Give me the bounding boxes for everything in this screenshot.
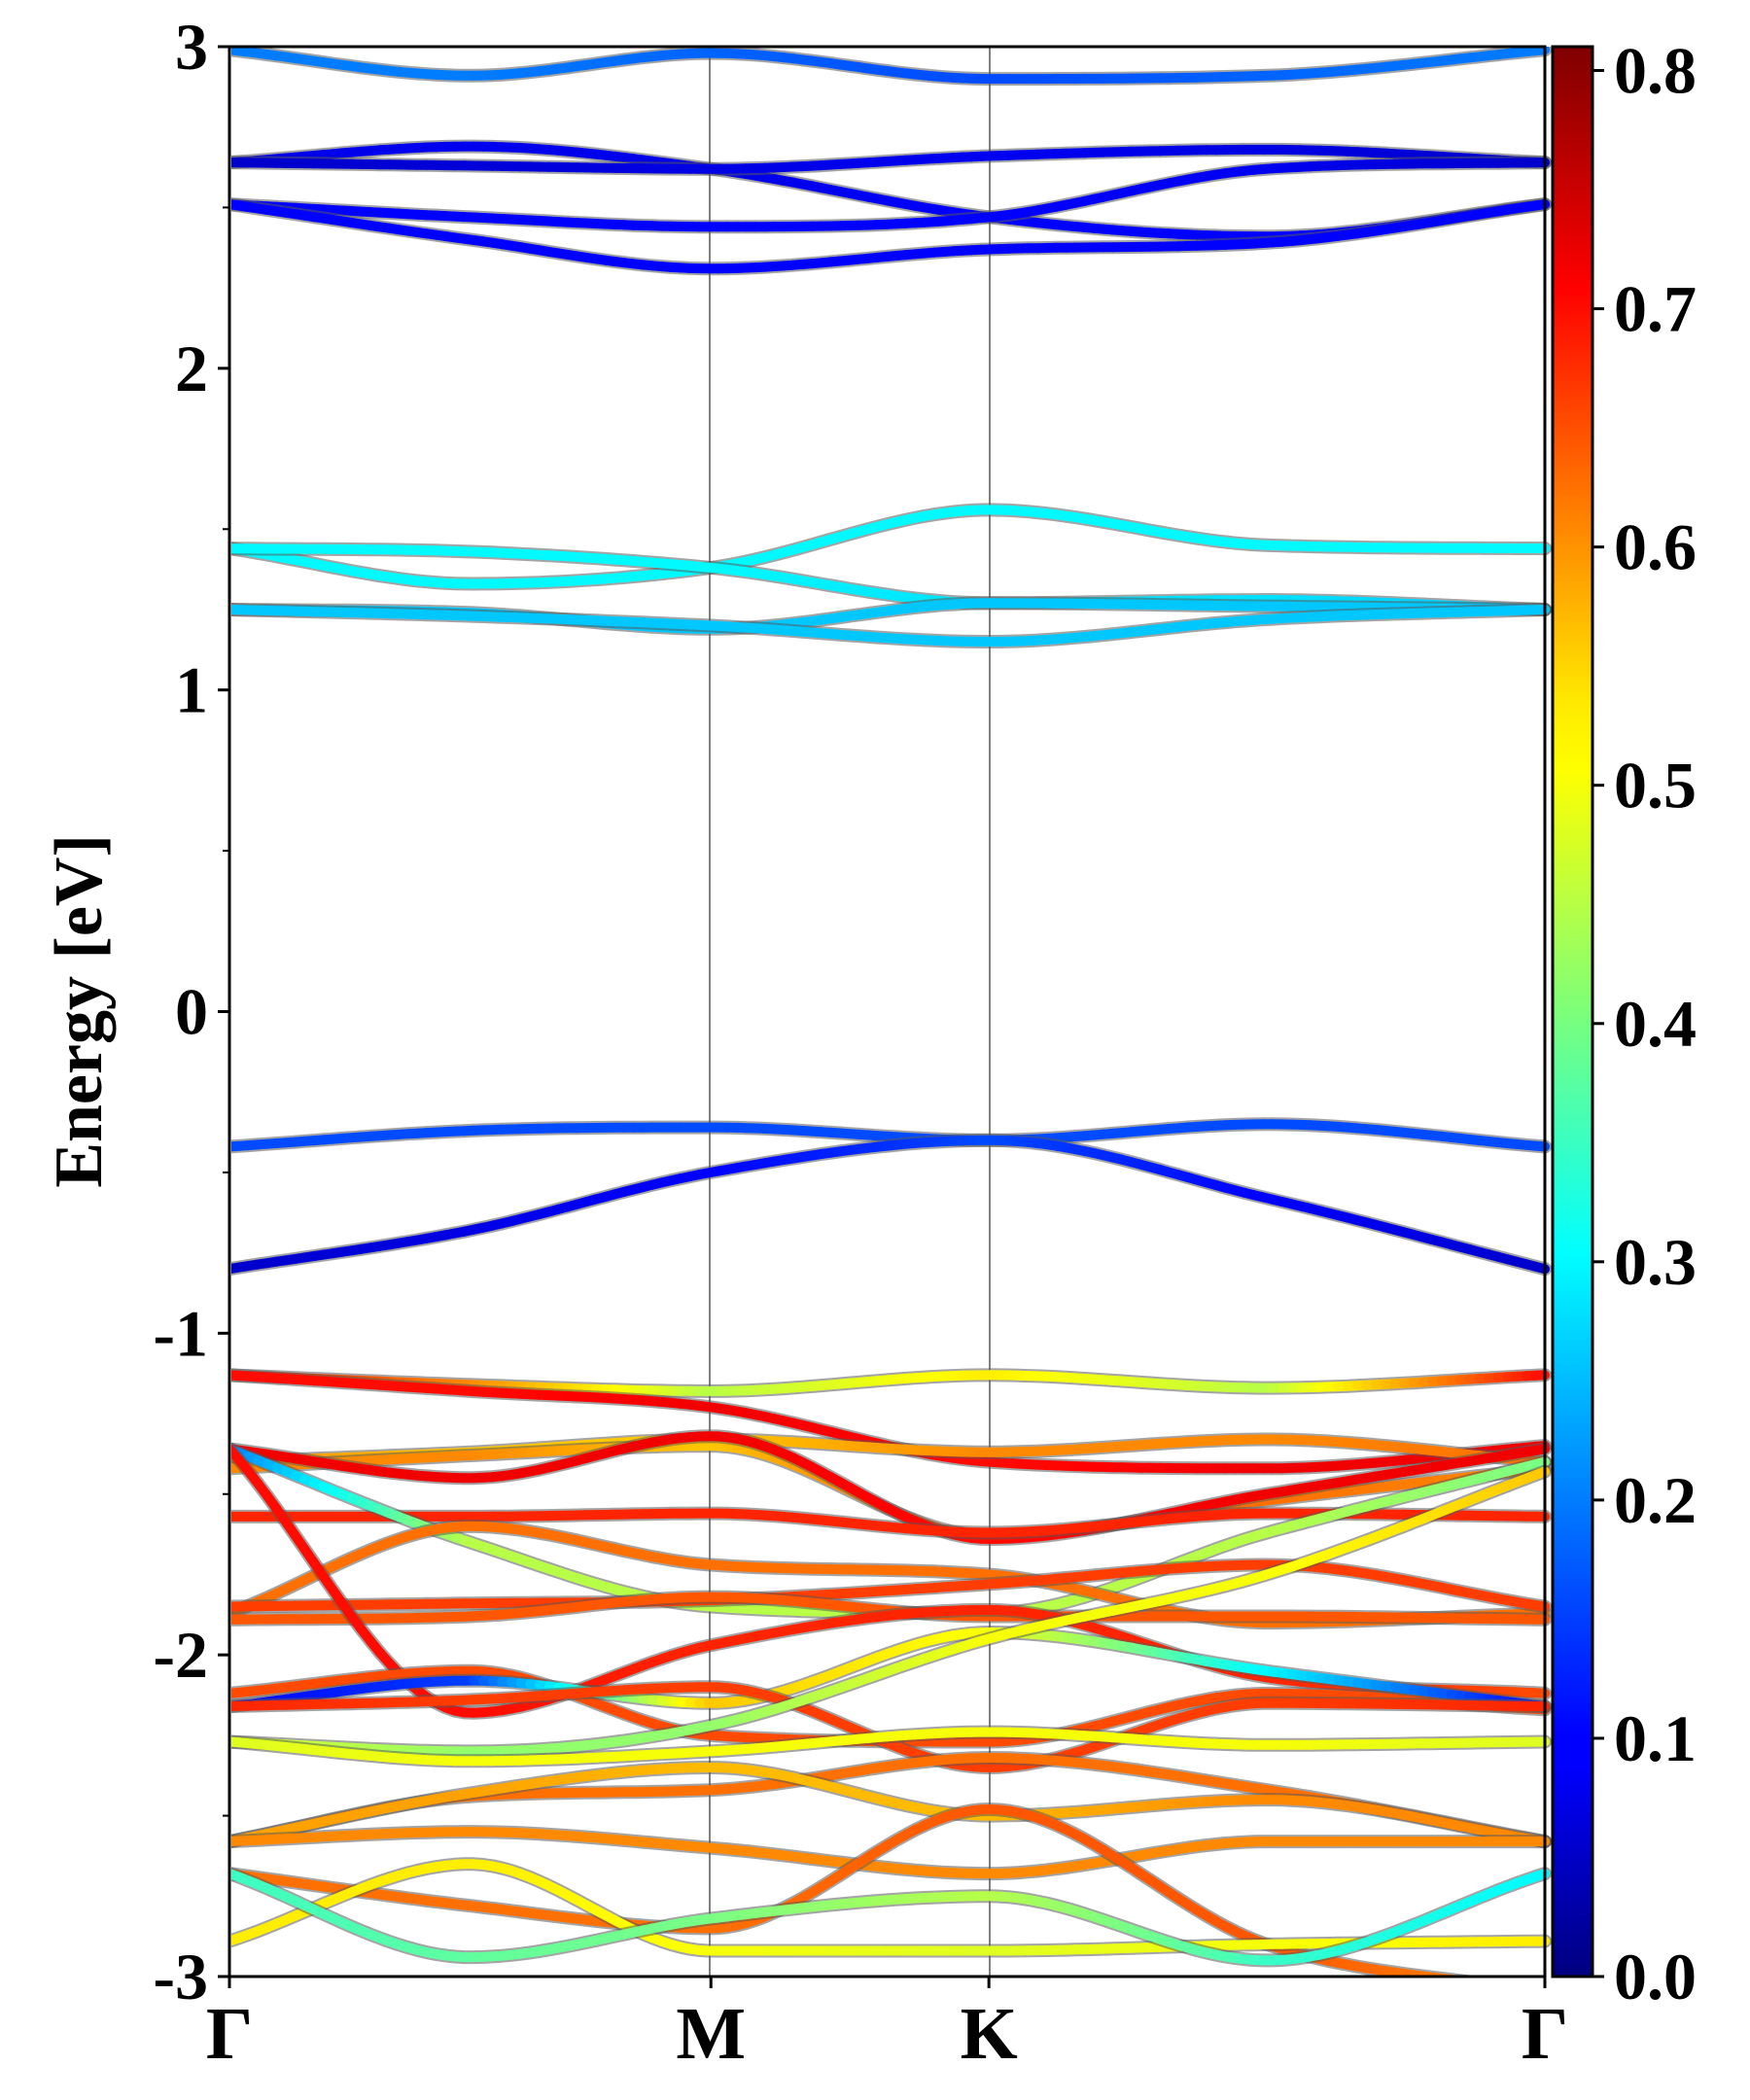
colorbar-ticks: 0.0 0.1 0.2 0.3 0.4 0.5 0.6 0.7 0.8 xyxy=(1592,34,1697,2013)
colorbar-tick-label: 0.1 xyxy=(1614,1701,1697,1775)
band-11 xyxy=(231,1133,1552,1277)
band-1 xyxy=(231,47,1552,87)
y-tick-label: -1 xyxy=(153,1296,208,1370)
band-25 xyxy=(231,1680,1552,1774)
y-tick-label: -2 xyxy=(153,1618,208,1692)
colorbar xyxy=(1551,45,1594,1978)
x-tick-label: Γ xyxy=(1522,1993,1568,2075)
band-5 xyxy=(231,197,1552,276)
band-lines xyxy=(231,47,1552,1977)
y-tick-label: 1 xyxy=(175,653,208,727)
colorbar-tick-label: 0.2 xyxy=(1614,1463,1697,1537)
colorbar-tick-label: 0.3 xyxy=(1614,1225,1697,1299)
y-tick-label: -3 xyxy=(153,1940,208,2013)
y-tick-label: 2 xyxy=(175,332,208,405)
y-axis-label: Energy [eV] xyxy=(42,834,117,1188)
band-29 xyxy=(231,1761,1552,1849)
x-tick-label: Γ xyxy=(206,1993,253,2075)
x-tick-label: K xyxy=(961,1993,1018,2075)
colorbar-tick-label: 0.7 xyxy=(1614,272,1697,346)
y-axis: 3 2 1 0 -1 -2 -3 xyxy=(153,10,229,2013)
band-6 xyxy=(231,503,1552,591)
colorbar-tick-label: 0.0 xyxy=(1614,1940,1697,2013)
colorbar-tick-label: 0.4 xyxy=(1614,987,1697,1061)
band-30 xyxy=(231,1825,1552,1881)
colorbar-tick-label: 0.5 xyxy=(1614,749,1697,822)
x-tick-label: M xyxy=(676,1993,746,2075)
y-tick-label: 3 xyxy=(175,10,208,84)
y-tick-label: 0 xyxy=(175,975,208,1049)
colorbar-tick-label: 0.6 xyxy=(1614,510,1697,584)
band-27 xyxy=(231,1725,1552,1768)
band-9 xyxy=(231,603,1552,648)
colorbar-tick-label: 0.8 xyxy=(1614,34,1697,108)
band-33 xyxy=(231,1867,1552,1968)
